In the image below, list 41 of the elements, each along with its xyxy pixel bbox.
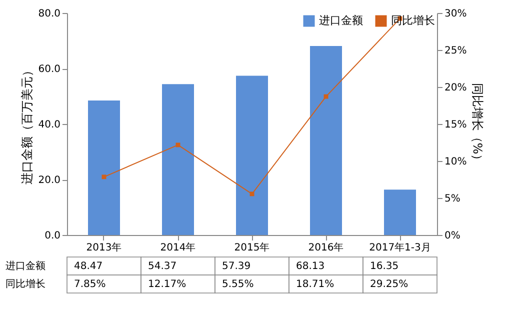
y2-tick-label: 0% [444,230,460,242]
bar [236,76,268,235]
y-tick-label: 60.0 [38,64,60,75]
data-label: 29.25% [370,279,408,290]
legend-label: 进口金额 [319,14,363,27]
point [250,192,254,196]
point [102,174,106,180]
data-label: 68.13 [296,261,325,272]
x-tick-label: 2017年1-3月 [369,242,431,254]
data-label: 12.17% [148,279,186,290]
y2-axis-title: 同比增长（%） [470,82,485,166]
bar [310,46,342,235]
text: 进口金额 [6,261,46,272]
x-tick-label: 2014年 [160,242,196,254]
data-label: 54.37 [148,261,177,272]
y-tick-label: 40.0 [38,120,60,130]
y-tick-label: 20.0 [38,175,60,186]
text: 同比增长 [6,279,46,290]
y2-tick-label: 30% [444,8,467,20]
x-tick-label: 2016年 [308,242,344,254]
data-label: 18.71% [296,279,334,290]
y2-tick-label: 10% [444,156,467,168]
data-label: 5.55% [222,279,254,290]
y2-tick-label: 5% [444,194,460,204]
y2-tick-label: 15% [444,120,467,130]
data-label: 57.39 [222,261,251,272]
bar [88,100,120,235]
y2-tick-label: 25% [444,46,467,56]
x-tick-label: 2013年 [86,242,122,254]
data-label: 16.35 [370,261,399,272]
x-tick-label: 2015年 [234,242,270,254]
point [176,142,180,148]
point [324,94,328,99]
data-label: 48.47 [74,261,103,272]
y-tick-label: 0.0 [44,230,60,242]
y2-tick-label: 20% [444,82,467,94]
y-axis-title: 进口金额（百万美元） [20,64,34,184]
bar [162,84,194,235]
bar [384,190,416,235]
data-label: 7.85% [74,279,106,290]
y-tick-label: 80.0 [38,8,60,20]
